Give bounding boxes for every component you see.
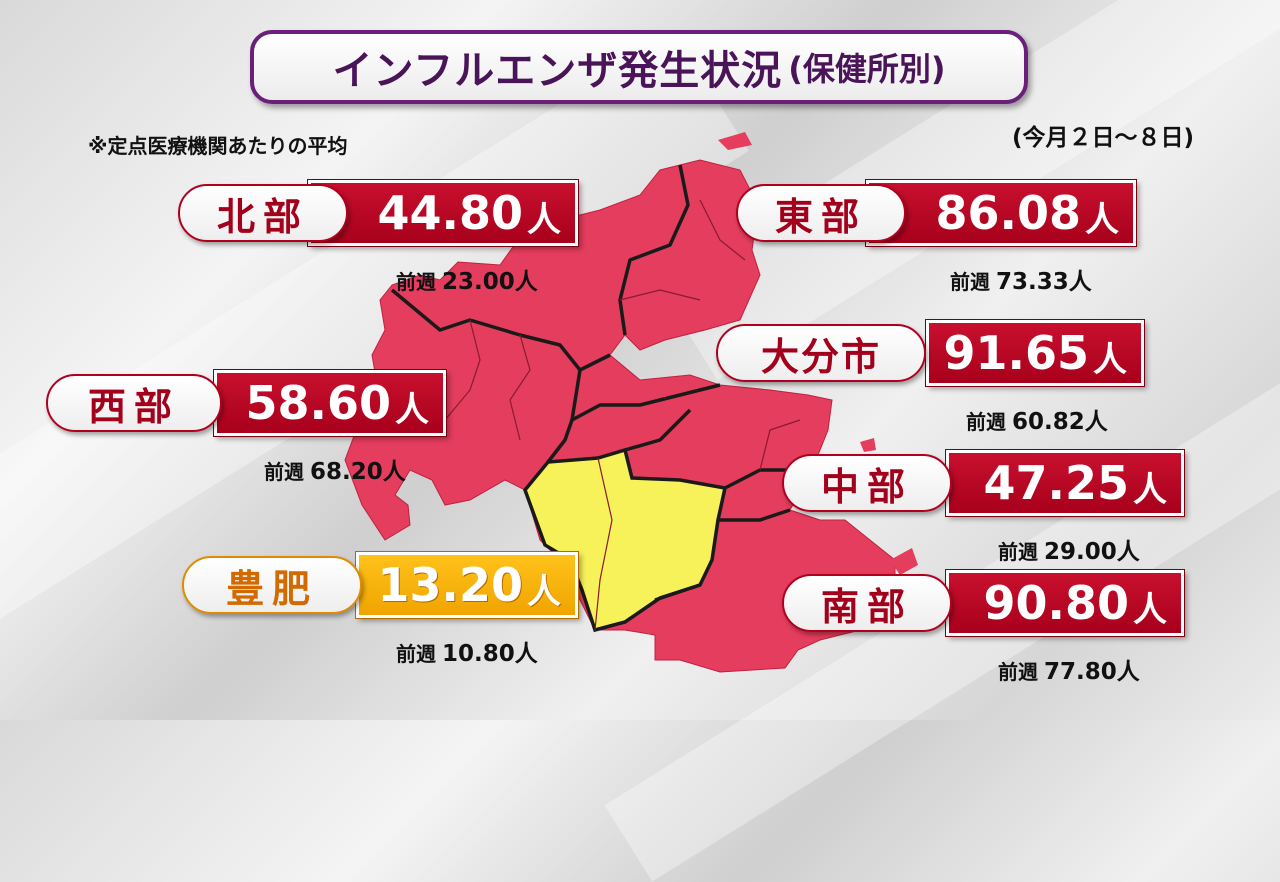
island — [890, 548, 918, 575]
prev-chubu: 前週 29.00人 — [998, 539, 1140, 565]
value-hohi: 13.20 — [377, 558, 523, 612]
name-hokubu: 北部 — [178, 184, 348, 242]
district-borders — [390, 164, 812, 602]
value-chubu: 47.25 — [983, 456, 1129, 510]
name-toubu: 東部 — [736, 184, 906, 242]
badge-seibu: 58.60 人 西部 — [46, 369, 447, 437]
badge-nanbu: 90.80 人 南部 — [782, 569, 1185, 637]
prev-seibu: 前週 68.20人 — [264, 459, 406, 485]
prev-hokubu: 前週 23.00人 — [396, 269, 538, 295]
name-oita: 大分市 — [716, 324, 926, 382]
prev-nanbu: 前週 77.80人 — [998, 659, 1140, 685]
oita-prefecture-map — [344, 132, 918, 673]
badge-oita: 91.65 人 大分市 — [716, 319, 1145, 387]
title-sub: (保健所別) — [788, 50, 946, 88]
prev-toubu: 前週 73.33人 — [950, 269, 1092, 295]
value-nanbu: 90.80 — [983, 576, 1129, 630]
name-hohi: 豊肥 — [182, 556, 362, 614]
badge-hokubu: 44.80 人 北部 — [178, 179, 579, 247]
badge-toubu: 86.08 人 東部 — [736, 179, 1137, 247]
title-box: インフルエンザ発生状況 (保健所別) — [250, 30, 1028, 104]
value-hokubu: 44.80 — [377, 186, 523, 240]
name-nanbu: 南部 — [782, 574, 952, 632]
island — [860, 438, 876, 452]
title-main: インフルエンザ発生状況 — [332, 48, 783, 94]
municipal-borders — [444, 199, 801, 631]
badge-hohi: 13.20 人 豊肥 — [182, 551, 579, 619]
badge-chubu: 47.25 人 中部 — [782, 449, 1185, 517]
name-seibu: 西部 — [46, 374, 222, 432]
period-text: (今月２日～８日) — [1011, 125, 1194, 151]
island — [718, 132, 752, 150]
prev-oita: 前週 60.82人 — [966, 409, 1108, 435]
value-toubu: 86.08 — [935, 186, 1081, 240]
note-text: ※定点医療機関あたりの平均 — [88, 134, 348, 158]
value-seibu: 58.60 — [245, 376, 391, 430]
unit-hokubu: 人 — [527, 199, 561, 240]
prev-hohi: 前週 10.80人 — [396, 641, 538, 667]
name-chubu: 中部 — [782, 454, 952, 512]
value-oita: 91.65 — [943, 326, 1089, 380]
map-hohi-region — [523, 447, 728, 633]
